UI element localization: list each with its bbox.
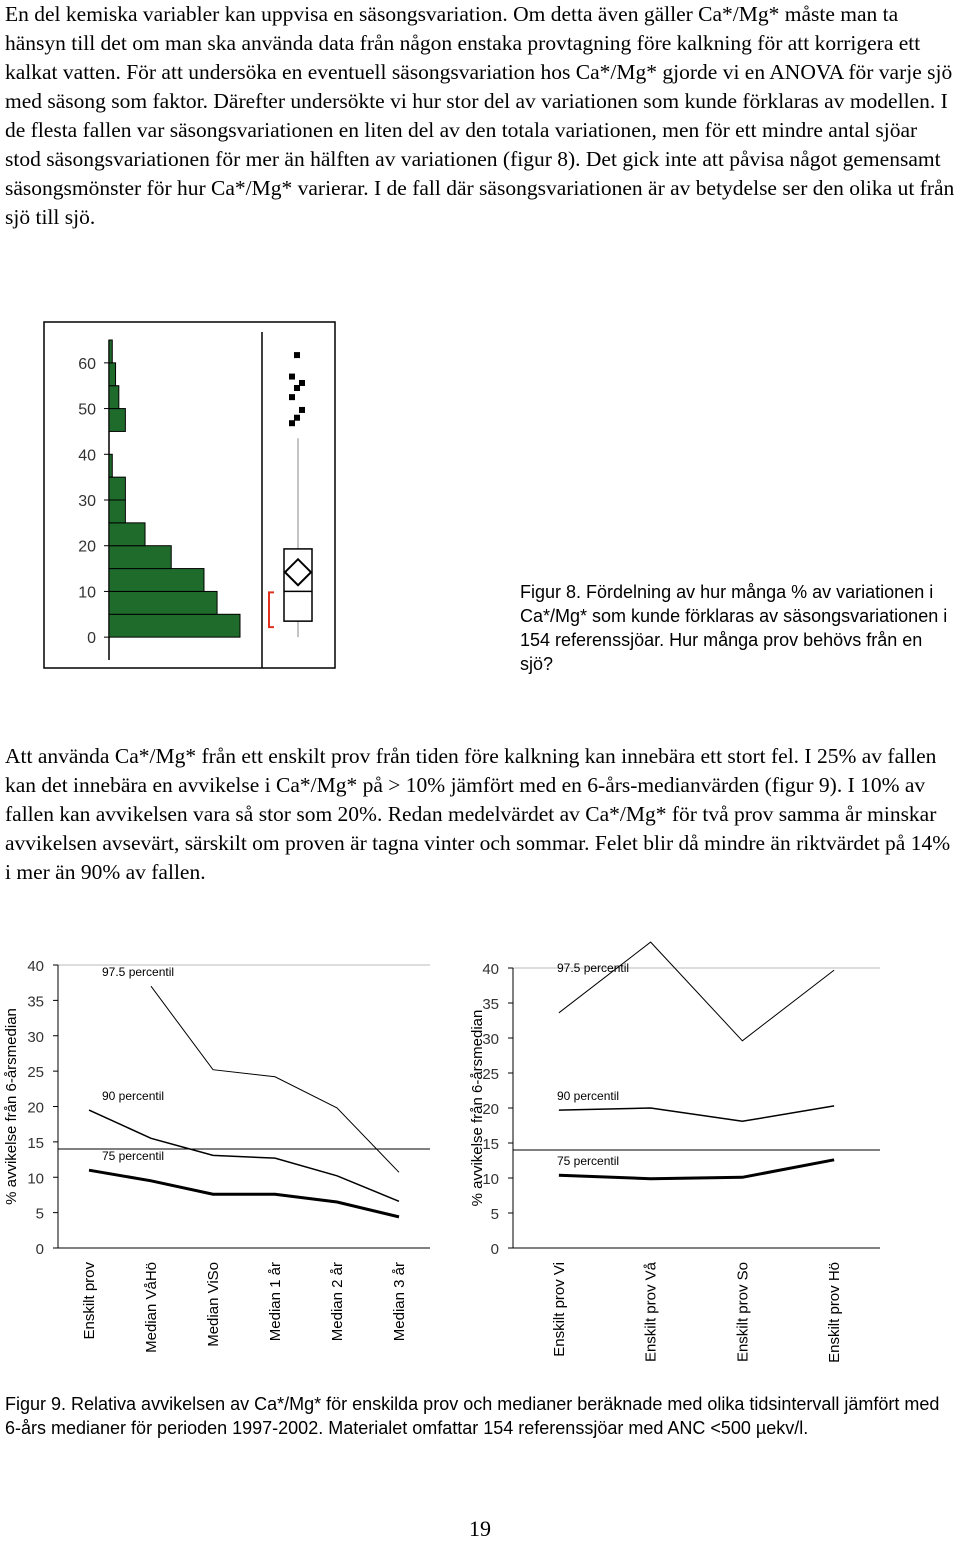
y-tick-label: 50 xyxy=(78,402,96,419)
y-tick-label: 15 xyxy=(27,1135,44,1152)
y-tick-label: 5 xyxy=(36,1206,44,1223)
series-label: 90 percentil xyxy=(557,1089,619,1103)
y-tick-label: 15 xyxy=(482,1136,499,1153)
series-line xyxy=(88,1168,400,1219)
y-tick-label: 25 xyxy=(482,1066,499,1083)
outlier xyxy=(289,394,295,401)
y-tick-label: 0 xyxy=(87,630,96,647)
y-tick-label: 0 xyxy=(491,1241,499,1258)
bar xyxy=(108,453,113,478)
x-tick-label: Enskilt prov Vi xyxy=(551,1262,568,1357)
y-tick-label: 20 xyxy=(27,1100,44,1117)
y-tick-label: 10 xyxy=(482,1171,499,1188)
outlier xyxy=(299,379,305,386)
y-tick-label: 40 xyxy=(78,447,96,464)
series-line xyxy=(150,985,400,1173)
paragraph: Att använda Ca*/Mg* från ett enskilt pro… xyxy=(5,744,951,884)
series-label: 97.5 percentil xyxy=(557,961,629,975)
y-tick-label: 5 xyxy=(491,1206,499,1223)
outlier xyxy=(294,385,300,391)
bar xyxy=(108,545,172,570)
y-tick-label: 35 xyxy=(482,996,499,1013)
x-tick-label: Median 2 år xyxy=(329,1262,346,1341)
bar xyxy=(108,499,126,524)
y-axis-label: % avvikelse från 6-årsmedian xyxy=(469,1010,486,1207)
bar xyxy=(108,590,218,615)
y-tick-label: 35 xyxy=(27,993,44,1010)
series-line xyxy=(558,1105,835,1123)
outlier xyxy=(289,373,295,380)
outlier xyxy=(294,352,300,359)
y-tick-label: 20 xyxy=(482,1101,499,1118)
y-tick-label: 10 xyxy=(78,584,96,601)
mean xyxy=(283,557,313,587)
y-tick-label: 60 xyxy=(78,356,96,373)
bar xyxy=(108,522,146,547)
outlier xyxy=(289,420,295,427)
y-tick-label: 40 xyxy=(27,958,44,975)
series-label: 97.5 percentil xyxy=(102,965,174,979)
y-tick-label: 30 xyxy=(78,493,96,510)
caption: Figur 8. Fördelning av hur många % av va… xyxy=(520,582,948,674)
x-tick-label: Median VåHö xyxy=(143,1262,160,1353)
bar xyxy=(108,339,113,364)
x-tick-label: Median 1 år xyxy=(267,1262,284,1341)
paragraph: En del kemiska variabler kan uppvisa en … xyxy=(5,2,955,229)
x-tick-label: Enskilt prov Vå xyxy=(643,1261,660,1362)
shortest-half xyxy=(268,591,274,629)
series-line xyxy=(88,1109,400,1203)
series-label: 75 percentil xyxy=(102,1149,164,1163)
y-tick-label: 20 xyxy=(78,539,96,556)
outlier xyxy=(294,414,300,421)
outlier xyxy=(299,406,305,413)
frame xyxy=(43,321,336,669)
series-line xyxy=(558,1158,835,1181)
bar xyxy=(108,476,126,501)
series-label: 75 percentil xyxy=(557,1154,619,1168)
series-line xyxy=(558,941,835,1042)
x-tick-label: Enskilt prov So xyxy=(734,1262,751,1362)
series-label: 90 percentil xyxy=(102,1089,164,1103)
y-tick-label: 10 xyxy=(27,1170,44,1187)
x-tick-label: Median 3 år xyxy=(391,1262,408,1341)
y-tick-label: 30 xyxy=(27,1029,44,1046)
x-tick-label: Enskilt prov xyxy=(81,1262,98,1340)
page-number: 19 xyxy=(469,1516,491,1541)
y-tick-label: 25 xyxy=(27,1064,44,1081)
bar xyxy=(108,568,205,592)
bar xyxy=(108,385,120,410)
y-axis-label: % avvikelse från 6-årsmedian xyxy=(3,1008,20,1205)
y-tick-label: 40 xyxy=(482,961,499,978)
bar xyxy=(108,408,126,432)
x-tick-label: Enskilt prov Hö xyxy=(826,1262,843,1363)
x-tick-label: Median ViSo xyxy=(205,1262,222,1347)
y-tick-label: 0 xyxy=(36,1241,44,1258)
bar xyxy=(108,613,241,638)
y-tick-label: 30 xyxy=(482,1031,499,1048)
bar xyxy=(108,362,117,387)
caption: Figur 9. Relativa avvikelsen av Ca*/Mg* … xyxy=(5,1394,940,1438)
